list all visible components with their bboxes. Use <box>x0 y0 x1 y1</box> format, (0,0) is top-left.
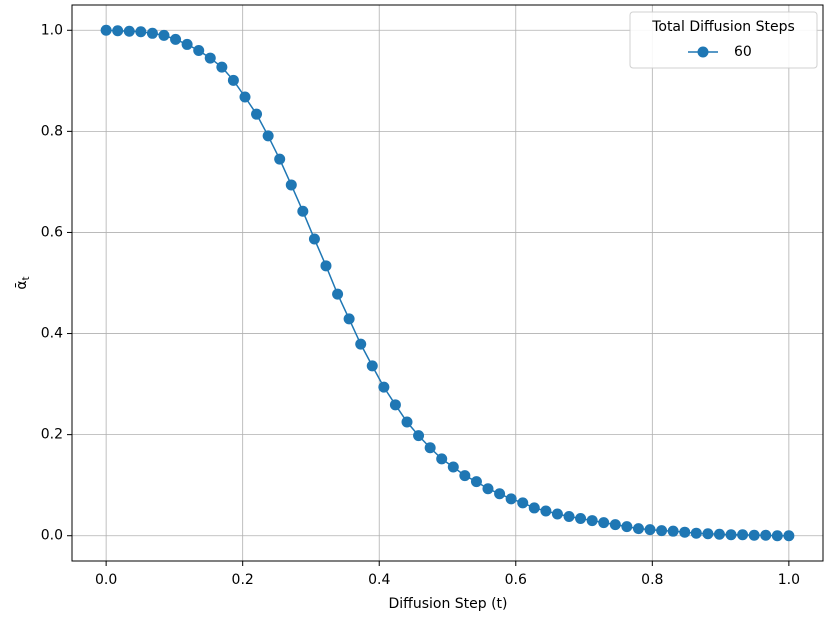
point <box>227 74 239 86</box>
point <box>690 527 702 539</box>
point <box>100 24 112 36</box>
point <box>158 29 170 41</box>
point <box>540 505 552 517</box>
x-axis-label: Diffusion Step (t) <box>389 596 508 612</box>
x-tick-label: 0.6 <box>505 572 527 588</box>
point <box>320 260 332 272</box>
point <box>170 33 182 45</box>
point <box>621 521 633 533</box>
y-tick-label: 1.0 <box>41 22 63 38</box>
point <box>667 525 679 537</box>
point <box>413 430 425 442</box>
x-tick-label: 0.0 <box>95 572 117 588</box>
point <box>679 526 691 538</box>
point <box>366 360 378 372</box>
point <box>297 205 309 217</box>
point <box>285 179 297 191</box>
x-tick-label: 0.8 <box>641 572 663 588</box>
legend-marker <box>697 46 709 58</box>
point <box>181 38 193 50</box>
point <box>505 493 517 505</box>
x-tick-label: 0.4 <box>368 572 390 588</box>
point <box>482 483 494 495</box>
point <box>251 108 263 120</box>
point <box>239 91 251 103</box>
point <box>586 515 598 527</box>
point <box>517 497 529 509</box>
point <box>725 529 737 541</box>
x-tick-label: 0.2 <box>232 572 254 588</box>
point <box>528 502 540 514</box>
legend-title: Total Diffusion Steps <box>651 19 795 35</box>
y-tick-label: 0.0 <box>41 528 63 544</box>
legend-box <box>629 11 818 69</box>
point <box>760 529 772 541</box>
point <box>737 529 749 541</box>
point <box>355 338 367 350</box>
point <box>494 488 506 500</box>
y-tick-label: 0.2 <box>41 427 63 443</box>
point <box>112 25 124 37</box>
point <box>783 530 795 542</box>
point <box>308 233 320 245</box>
point <box>563 511 575 523</box>
point <box>447 461 459 473</box>
plot-frame <box>71 4 824 562</box>
point <box>436 453 448 465</box>
point <box>135 26 147 38</box>
x-tick-label: 1.0 <box>778 572 800 588</box>
point <box>609 519 621 531</box>
series-line <box>106 29 789 537</box>
point <box>771 530 783 542</box>
point <box>216 61 228 73</box>
point <box>274 153 286 165</box>
point <box>193 44 205 56</box>
point <box>632 523 644 535</box>
point <box>146 27 158 39</box>
point <box>262 130 274 142</box>
point <box>204 52 216 64</box>
legend-label: 60 <box>734 44 752 60</box>
y-axis-label: ᾱt <box>14 276 32 289</box>
legend: Total Diffusion Steps 60 <box>629 11 818 69</box>
point <box>389 399 401 411</box>
point <box>378 381 390 393</box>
point <box>332 288 344 300</box>
point <box>459 470 471 482</box>
point <box>470 476 482 488</box>
point <box>748 529 760 541</box>
point <box>123 25 135 37</box>
point <box>702 528 714 540</box>
point <box>343 313 355 325</box>
point <box>575 513 587 525</box>
point <box>551 508 563 520</box>
point <box>401 416 413 428</box>
point <box>713 528 725 540</box>
point <box>598 517 610 529</box>
point <box>656 525 668 537</box>
y-tick-label: 0.8 <box>41 123 63 139</box>
point <box>644 524 656 536</box>
y-tick-label: 0.6 <box>41 224 63 240</box>
y-tick-label: 0.4 <box>41 326 63 342</box>
point <box>424 442 436 454</box>
